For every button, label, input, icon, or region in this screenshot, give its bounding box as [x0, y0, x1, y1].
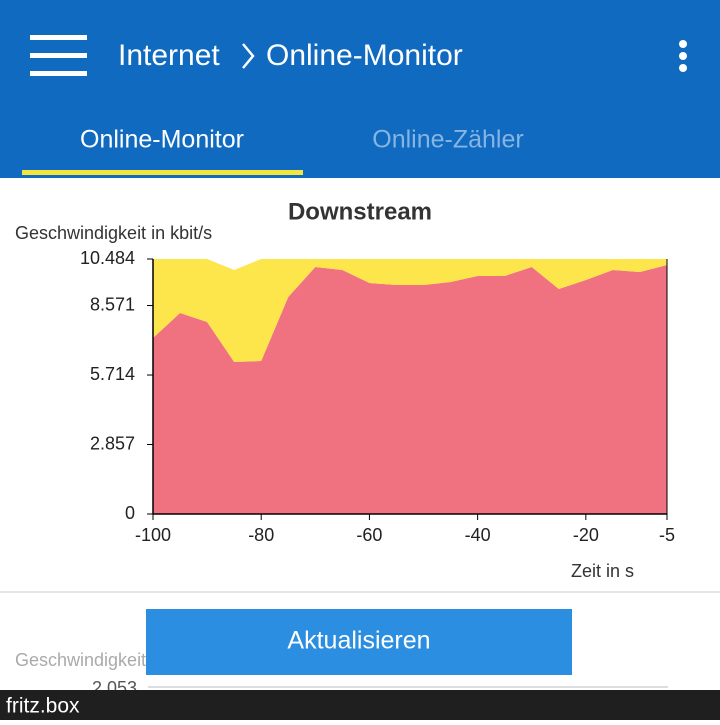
url: fritz.box	[6, 695, 80, 718]
chart-title: Downstream	[288, 198, 432, 225]
button-label: Aktualisieren	[287, 627, 430, 655]
y-axis-label: Geschwindigkeit in kbit/s	[15, 223, 212, 243]
y-tick-label: 10.484	[80, 248, 135, 268]
breadcrumb-parent[interactable]: Internet	[118, 39, 220, 72]
area	[153, 259, 667, 363]
dot	[679, 64, 687, 72]
x-axis-label: Zeit in s	[571, 561, 634, 581]
y-tick-label: 5.714	[90, 364, 135, 384]
menu-line	[30, 53, 87, 58]
app-bar	[0, 0, 720, 178]
dot	[679, 52, 687, 60]
tab[interactable]: Online-Zähler	[372, 126, 523, 154]
chevron	[242, 43, 255, 69]
breadcrumb-current: Online-Monitor	[266, 39, 463, 72]
x-tick-label: -60	[356, 525, 382, 545]
menu-line	[30, 35, 87, 40]
area	[153, 265, 667, 514]
plot: 0 2.857 5.714 8.571 10.484 -100 -80 -60 -40 -20 -5	[80, 248, 675, 545]
x-tick-label: -40	[465, 525, 491, 545]
y-tick-label: 8.571	[90, 294, 135, 314]
x-tick-label: -80	[248, 525, 274, 545]
tab-indicator	[22, 170, 303, 175]
x-tick-label: -100	[135, 525, 171, 545]
x-tick-label: -20	[573, 525, 599, 545]
menu-button[interactable]	[30, 35, 87, 76]
dot	[679, 40, 687, 48]
y-tick-label: 2.857	[90, 433, 135, 453]
tab-active[interactable]: Online-Monitor	[80, 126, 244, 154]
menu-line	[30, 71, 87, 76]
x-tick-label: -5	[659, 525, 675, 545]
refresh-button[interactable]	[146, 609, 572, 675]
y-tick-label: 0	[125, 503, 135, 523]
status-bar	[0, 690, 720, 720]
overflow-menu[interactable]	[679, 40, 687, 72]
